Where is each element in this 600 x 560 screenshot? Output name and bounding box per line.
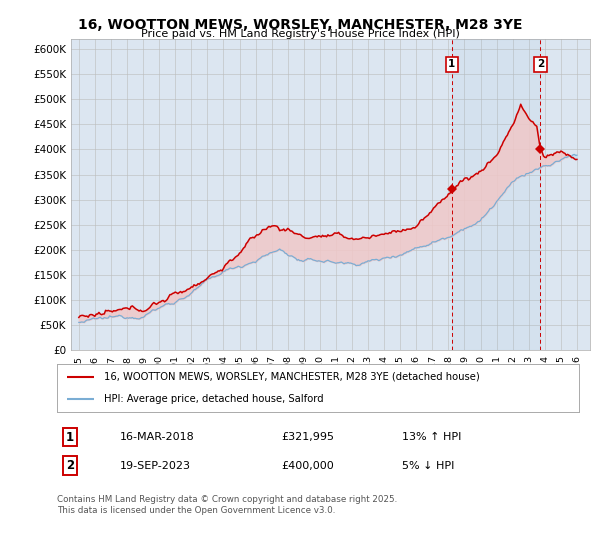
Text: 2: 2 [536, 59, 544, 69]
Text: 1: 1 [66, 431, 74, 444]
Text: £321,995: £321,995 [281, 432, 334, 442]
Text: Contains HM Land Registry data © Crown copyright and database right 2025.
This d: Contains HM Land Registry data © Crown c… [57, 495, 397, 515]
Text: Price paid vs. HM Land Registry's House Price Index (HPI): Price paid vs. HM Land Registry's House … [140, 29, 460, 39]
Bar [452, 39, 541, 350]
Text: 5% ↓ HPI: 5% ↓ HPI [401, 460, 454, 470]
Text: HPI: Average price, detached house, Salford: HPI: Average price, detached house, Salf… [104, 394, 323, 404]
Text: 16, WOOTTON MEWS, WORSLEY, MANCHESTER, M28 3YE: 16, WOOTTON MEWS, WORSLEY, MANCHESTER, M… [78, 18, 522, 32]
Text: 2: 2 [66, 459, 74, 472]
Text: 16, WOOTTON MEWS, WORSLEY, MANCHESTER, M28 3YE (detached house): 16, WOOTTON MEWS, WORSLEY, MANCHESTER, M… [104, 372, 480, 382]
Text: 13% ↑ HPI: 13% ↑ HPI [401, 432, 461, 442]
Text: 1: 1 [448, 59, 455, 69]
Text: £400,000: £400,000 [281, 460, 334, 470]
Text: 19-SEP-2023: 19-SEP-2023 [119, 460, 191, 470]
Text: 16-MAR-2018: 16-MAR-2018 [119, 432, 194, 442]
